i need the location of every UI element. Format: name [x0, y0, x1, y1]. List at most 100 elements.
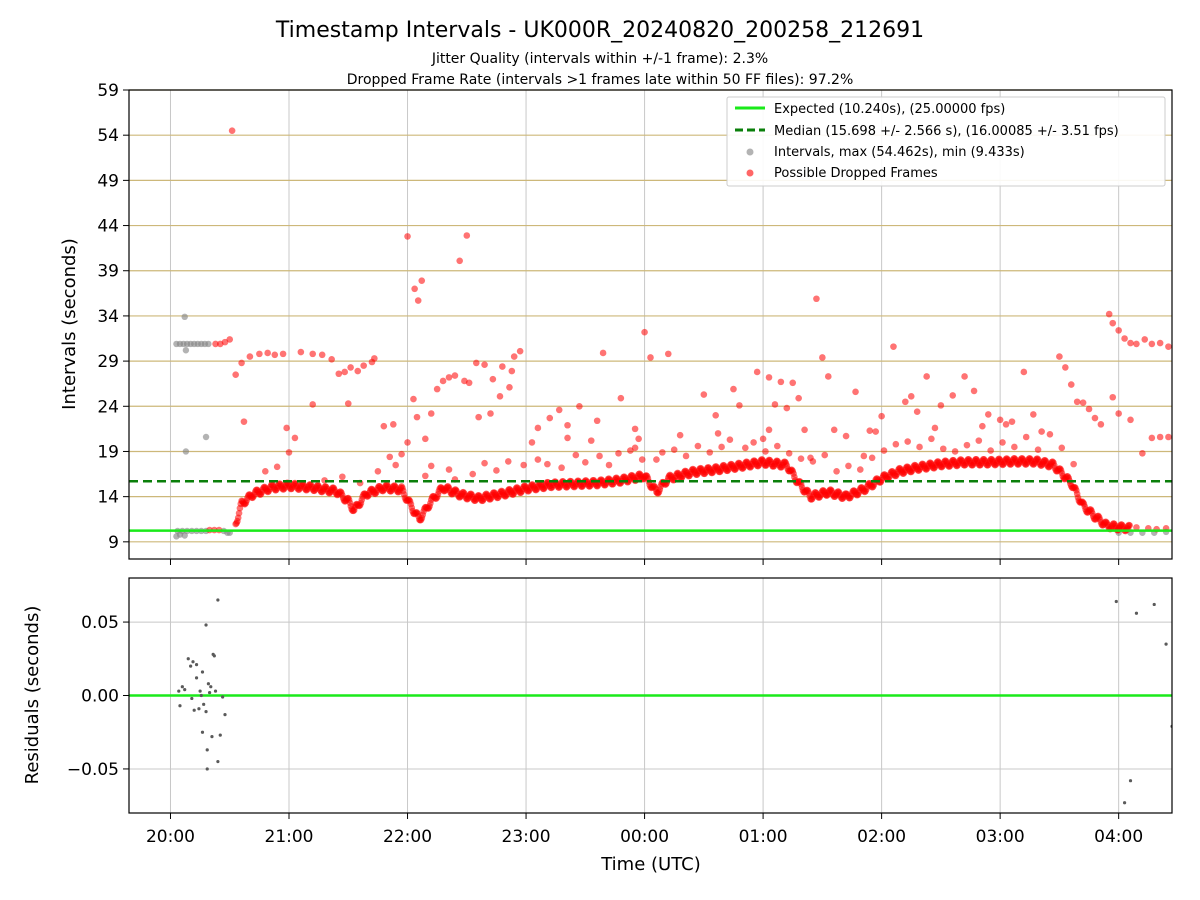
dropped-frame-point	[759, 435, 767, 443]
dropped-frame-point	[833, 468, 840, 475]
dropped-frame-point	[742, 444, 749, 452]
dropped-frame-point	[892, 440, 900, 448]
dropped-frame-point	[534, 456, 542, 463]
dropped-frame-point	[907, 393, 915, 400]
interval-point	[182, 448, 190, 455]
dropped-frame-point	[283, 424, 290, 432]
dropped-frame-point	[510, 353, 518, 360]
dropped-frame-point	[928, 435, 935, 443]
dropped-frame-point	[821, 451, 829, 459]
dropped-frame-point	[360, 362, 367, 369]
dropped-frame-point	[797, 455, 805, 462]
x-tick-label: 20:00	[146, 827, 195, 847]
dropped-frame-point	[824, 373, 832, 380]
residual-point	[206, 682, 211, 686]
residual-point	[1114, 599, 1118, 604]
dropped-frame-point	[842, 432, 850, 440]
dropped-frame-point	[487, 410, 494, 417]
dropped-frame-point	[904, 438, 911, 445]
dropped-frame-point	[380, 422, 388, 430]
dropped-frame-point	[987, 447, 994, 454]
dropped-frame-point	[647, 354, 654, 361]
dropped-frame-point	[445, 466, 453, 473]
bottom-y-tick-label: 0.00	[81, 687, 119, 707]
x-tick-label: 04:00	[1094, 827, 1143, 847]
dropped-frame-point	[949, 392, 957, 399]
x-tick-label: 03:00	[976, 827, 1025, 847]
dropped-frame-point	[1091, 414, 1099, 422]
dropped-frame-point	[508, 367, 516, 375]
dropped-frame-point	[819, 354, 826, 361]
dropped-frame-point	[1038, 428, 1045, 435]
dropped-frame-point	[659, 449, 666, 456]
dropped-frame-point	[830, 426, 838, 434]
dropped-frame-point	[868, 454, 876, 462]
residual-point	[212, 654, 216, 658]
dropped-frame-point	[374, 468, 382, 475]
dropped-frame-point	[335, 370, 343, 378]
dropped-frame-point	[328, 355, 335, 363]
dropped-frame-point	[931, 424, 939, 432]
residual-point	[200, 670, 205, 674]
dropped-frame-point	[1085, 405, 1093, 413]
dropped-frame-point	[1165, 343, 1172, 350]
dropped-frame-point	[291, 434, 299, 442]
residual-point	[200, 730, 205, 734]
residual-point	[207, 690, 212, 695]
dropped-frame-point	[653, 456, 660, 463]
dropped-frame-point	[1109, 319, 1117, 327]
dropped-frame-point	[970, 387, 978, 395]
top-y-tick-label: 34	[97, 307, 119, 327]
dropped-frame-point	[845, 462, 852, 470]
dropped-frame-point	[506, 384, 513, 391]
x-axis-label: Time (UTC)	[600, 854, 701, 875]
dropped-frame-point	[631, 444, 639, 452]
dropped-frame-point	[427, 462, 435, 470]
top-y-tick-label: 49	[97, 171, 119, 191]
dropped-frame-point	[587, 437, 595, 444]
dropped-frame-point	[1109, 393, 1117, 401]
dropped-frame-point	[1034, 446, 1042, 453]
x-tick-label: 21:00	[265, 827, 314, 847]
dropped-frame-point	[856, 466, 864, 473]
intervals-y-axis-label: Intervals (seconds)	[59, 238, 80, 410]
dropped-frame-point	[866, 427, 874, 434]
dropped-frame-point	[520, 461, 527, 469]
dropped-frame-point	[564, 434, 571, 442]
dropped-frame-point	[785, 449, 793, 457]
x-tick-label: 02:00	[857, 827, 906, 847]
dropped-frame-point	[398, 450, 405, 458]
dropped-frame-point	[546, 414, 554, 422]
dropped-frame-point	[774, 442, 781, 450]
dropped-frame-point	[504, 458, 512, 465]
residual-point	[205, 748, 209, 752]
residual-point	[1134, 611, 1139, 615]
interval-point	[205, 340, 212, 348]
dropped-frame-point	[961, 373, 968, 380]
dropped-frame-point	[975, 437, 983, 444]
dropped-frame-point	[951, 448, 959, 455]
dropped-frame-point	[617, 394, 625, 402]
top-y-tick-label: 19	[97, 442, 119, 462]
residual-point	[204, 623, 208, 627]
dropped-frame-point	[750, 439, 757, 446]
dropped-frame-point	[878, 412, 885, 420]
dropped-frame-point	[576, 402, 583, 410]
dropped-frame-point	[271, 351, 279, 359]
chart-title: Timestamp Intervals - UK000R_20240820_20…	[275, 18, 924, 43]
dropped-frame-point	[676, 431, 684, 439]
dropped-frame-point	[714, 430, 722, 437]
residual-point	[190, 696, 194, 701]
dropped-frame-point	[783, 404, 791, 412]
dropped-frame-point	[1070, 460, 1077, 468]
residual-point	[177, 689, 181, 693]
residual-point	[199, 693, 203, 698]
residual-point	[1122, 801, 1127, 805]
dropped-frame-point	[564, 421, 571, 429]
dropped-frame-point	[318, 351, 326, 359]
residual-point	[1152, 602, 1156, 607]
top-y-tick-label: 54	[97, 126, 119, 146]
dropped-frame-point	[433, 385, 441, 393]
dropped-frame-point	[371, 355, 378, 362]
top-y-tick-label: 39	[97, 262, 119, 282]
